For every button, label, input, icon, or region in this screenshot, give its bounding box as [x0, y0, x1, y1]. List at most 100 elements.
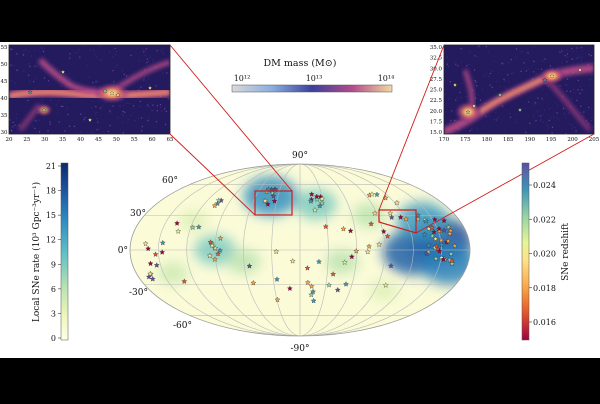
inset-noise-pixel: [532, 115, 535, 117]
inset-noise-pixel: [83, 119, 85, 121]
inset-noise-pixel: [153, 61, 155, 63]
sne-star-marker: [189, 224, 196, 230]
inset-noise-pixel: [553, 116, 555, 118]
sne-star-marker: [286, 285, 293, 292]
inset-noise-pixel: [504, 80, 506, 82]
sne-star-marker: [348, 253, 355, 260]
inset-noise-pixel: [138, 118, 140, 120]
inset-noise-pixel: [109, 110, 111, 112]
inset-noise-pixel: [523, 62, 525, 64]
inset-noise-pixel: [588, 84, 591, 86]
inset-x-tick-label: 200: [567, 137, 578, 143]
inset-noise-pixel: [580, 105, 582, 107]
sne-star-marker: [147, 260, 154, 267]
sne-redshift-colorbar-label: SNe redshift: [561, 223, 571, 281]
meridian-line: [271, 164, 301, 336]
inset-noise-pixel: [132, 105, 135, 107]
latitude-labels: 90° 60° 30° 0° -30° -60° -90°: [118, 151, 310, 354]
inset-noise-pixel: [140, 117, 143, 119]
colorbar-tick-label: 0: [51, 334, 56, 343]
inset-noise-pixel: [75, 52, 77, 54]
inset-y-tick-label: 15.0: [430, 130, 443, 136]
inset-noise-pixel: [29, 80, 31, 82]
inset-noise-pixel: [60, 85, 62, 88]
sne-star-marker: [149, 275, 156, 282]
inset-noise-pixel: [11, 48, 13, 50]
inset-x-tick-label: 60: [149, 137, 156, 143]
inset-noise-pixel: [495, 80, 497, 83]
inset-noise-pixel: [577, 89, 579, 91]
inset-noise-pixel: [161, 110, 163, 112]
inset-noise-pixel: [567, 56, 569, 58]
inset-noise-pixel: [525, 70, 527, 72]
inset-noise-pixel: [28, 64, 30, 66]
sne-star-marker: [341, 259, 348, 265]
inset-noise-pixel: [143, 79, 145, 81]
inset-star-marker: [109, 90, 115, 96]
inset-noise-pixel: [576, 57, 579, 59]
inset-noise-pixel: [448, 98, 450, 100]
sne-star-marker: [274, 276, 280, 282]
inset-noise-pixel: [147, 120, 149, 122]
inset-noise-pixel: [516, 121, 518, 124]
inset-noise-pixel: [121, 121, 124, 124]
sne-star-marker: [343, 281, 349, 287]
inset-noise-pixel: [569, 90, 572, 92]
inset-noise-pixel: [40, 66, 43, 68]
inset-noise-pixel: [487, 52, 489, 54]
density-cluster: [325, 249, 359, 275]
left-inset: 20 25 30 35 40 45 50 55 60 65 55 50 45 40 35 30: [1, 44, 174, 143]
sne-star-marker: [429, 233, 436, 239]
inset-noise-pixel: [15, 117, 17, 120]
inset-noise-pixel: [507, 74, 509, 76]
inset-noise-pixel: [497, 117, 499, 119]
sne-star-marker: [440, 256, 447, 262]
inset-noise-pixel: [449, 83, 452, 85]
inset-noise-pixel: [559, 85, 561, 87]
inset-noise-pixel: [50, 99, 52, 101]
inset-noise-pixel: [96, 117, 98, 120]
inset-noise-pixel: [68, 125, 71, 127]
inset-noise-pixel: [49, 123, 51, 125]
inset-noise-pixel: [566, 84, 568, 86]
inset-noise-pixel: [25, 48, 27, 51]
inset-noise-pixel: [34, 65, 36, 67]
inset-noise-pixel: [485, 73, 487, 75]
inset-noise-pixel: [165, 106, 167, 108]
inset-y-tick-label: 45: [1, 79, 8, 85]
left-inset-y-ticks: 55 50 45 40 35 30: [1, 45, 8, 136]
inset-y-tick-label: 35.0: [430, 45, 443, 51]
inset-noise-pixel: [591, 117, 593, 119]
inset-noise-pixel: [41, 99, 43, 101]
inset-noise-pixel: [166, 72, 168, 74]
inset-noise-pixel: [548, 119, 550, 122]
inset-noise-pixel: [551, 126, 554, 128]
inset-x-tick-label: 35: [59, 137, 66, 143]
inset-noise-pixel: [97, 80, 99, 83]
inset-noise-pixel: [489, 84, 491, 86]
inset-noise-pixel: [568, 123, 571, 125]
sne-star-marker: [330, 271, 337, 277]
inset-noise-pixel: [538, 115, 540, 117]
inset-star-marker: [115, 92, 121, 98]
sne-star-marker: [262, 197, 269, 204]
inset-noise-pixel: [509, 99, 511, 101]
inset-noise-pixel: [555, 102, 557, 104]
inset-noise-pixel: [69, 57, 71, 59]
sne-star-marker: [387, 210, 394, 216]
inset-noise-pixel: [446, 56, 448, 58]
inset-noise-pixel: [525, 131, 527, 133]
inset-noise-pixel: [576, 99, 578, 101]
inset-noise-pixel: [73, 125, 75, 128]
inset-noise-pixel: [471, 127, 473, 130]
inset-noise-pixel: [587, 63, 590, 65]
inset-noise-pixel: [480, 103, 483, 105]
inset-x-tick-label: 175: [460, 137, 471, 143]
sne-star-marker: [217, 235, 224, 241]
inset-noise-pixel: [108, 109, 110, 111]
inset-y-tick-label: 40: [1, 96, 8, 102]
inset-noise-pixel: [102, 131, 104, 133]
inset-y-tick-label: 17.5: [430, 119, 443, 125]
inset-noise-pixel: [51, 96, 53, 99]
